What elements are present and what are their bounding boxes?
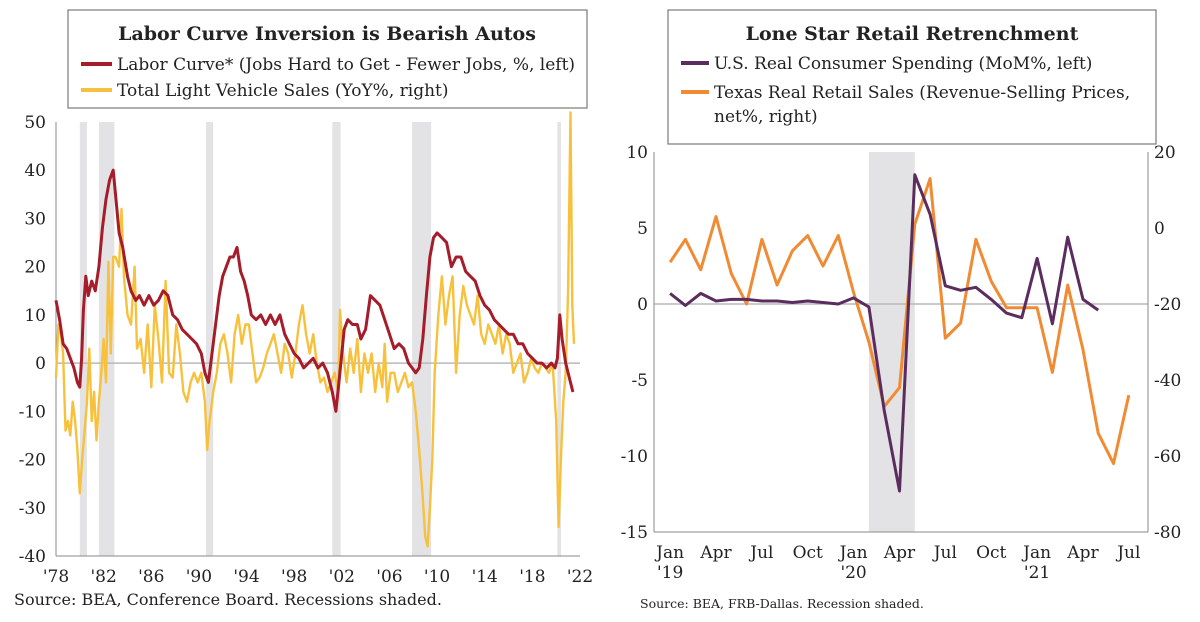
right-chart-title: Lone Star Retail Retrenchment	[746, 23, 1079, 45]
right-right-y-tick-label: -20	[1154, 295, 1181, 315]
right-right-y-tick-labels: 20 0 -20 -40 -60 -80	[1154, 143, 1181, 543]
left-x-tick-label: '02	[329, 567, 355, 587]
right-right-y-tick-label: -80	[1154, 523, 1181, 543]
left-x-tick-label: '10	[424, 567, 450, 587]
left-recession-band-2	[206, 122, 214, 556]
left-chart-title: Labor Curve Inversion is Bearish Autos	[118, 23, 536, 45]
right-x-tick-label: '19	[657, 563, 683, 583]
left-series-vehicle-sales-line	[54, 111, 576, 548]
right-x-tick-label: Jan	[838, 543, 868, 563]
left-recession-band-3	[332, 122, 341, 556]
right-right-y-tick-label: 0	[1154, 219, 1165, 239]
left-x-tick-label: '94	[233, 567, 259, 587]
right-legend-box: Lone Star Retail Retrenchment U.S. Real …	[667, 9, 1157, 145]
left-y-tick-label: -30	[19, 499, 46, 519]
left-source-note: Source: BEA, Conference Board. Recession…	[14, 590, 442, 609]
left-y-tick-label: 40	[24, 161, 46, 181]
left-x-tick-label: '86	[138, 567, 164, 587]
left-x-tick-label: '78	[43, 567, 69, 587]
right-x-tick-label: Oct	[793, 543, 823, 563]
right-x-tick-label: Apr	[699, 543, 732, 563]
left-series-lines	[54, 111, 576, 548]
left-recession-bands	[79, 122, 561, 556]
left-legend-box: Labor Curve Inversion is Bearish Autos L…	[67, 9, 588, 109]
left-y-tick-labels: 50 40 30 20 10 0 -10 -20 -30 -40	[19, 113, 46, 567]
left-x-tick-label: '98	[281, 567, 307, 587]
right-right-y-tick-label: -60	[1154, 447, 1181, 467]
right-left-y-tick-label: 10	[626, 143, 648, 163]
right-left-y-tick-label: 0	[637, 295, 648, 315]
left-y-tick-label: 10	[24, 306, 46, 326]
right-left-y-tick-label: 5	[637, 219, 648, 239]
right-left-y-tick-labels: 10 5 0 -5 -10 -15	[621, 143, 648, 543]
left-x-tick-label: '90	[186, 567, 212, 587]
left-series-labor-curve-line	[54, 168, 575, 413]
right-x-tick-label: Jan	[1021, 543, 1051, 563]
right-legend-label-texas-retail: Texas Real Retail Sales (Revenue-Selling…	[714, 83, 1130, 127]
right-legend-label-consumer-spending: U.S. Real Consumer Spending (MoM%, left)	[714, 54, 1092, 74]
right-x-tick-label: Apr	[1066, 543, 1099, 563]
right-series-consumer-spending-line	[669, 173, 1100, 493]
left-y-tick-label: 30	[24, 209, 46, 229]
left-x-tick-label: '06	[376, 567, 402, 587]
left-x-tick-label: '18	[519, 567, 545, 587]
right-x-tick-label: '20	[840, 563, 866, 583]
left-y-tick-label: 0	[35, 354, 46, 374]
right-x-tick-label: Jul	[748, 543, 773, 563]
left-y-tick-label: -10	[19, 402, 46, 422]
left-y-tick-label: -20	[19, 451, 46, 471]
left-x-tick-label: '82	[90, 567, 116, 587]
right-series-lines	[668, 173, 1131, 493]
left-y-tick-label: 20	[24, 258, 46, 278]
right-x-tick-label: Jul	[1115, 543, 1140, 563]
right-x-tick-label: Jan	[654, 543, 684, 563]
left-legend-label-labor-curve: Labor Curve* (Jobs Hard to Get - Fewer J…	[117, 55, 575, 75]
left-legend-label-vehicle-sales: Total Light Vehicle Sales (YoY%, right)	[117, 81, 449, 101]
right-left-y-tick-label: -5	[631, 371, 648, 391]
right-x-tick-label: Oct	[976, 543, 1006, 563]
right-series-texas-retail-line	[668, 177, 1131, 466]
left-x-tick-label: '14	[472, 567, 498, 587]
right-x-tick-label: Apr	[883, 543, 916, 563]
left-x-tick-labels: '78 '82 '86 '90 '94 '98 '02 '06 '10 '14 '18 '22	[43, 567, 593, 587]
left-y-tick-label: -40	[19, 547, 46, 567]
left-y-tick-label: 50	[24, 113, 46, 133]
right-left-y-tick-label: -15	[621, 523, 648, 543]
right-x-tick-label: '21	[1024, 563, 1050, 583]
left-x-tick-label: '22	[567, 567, 593, 587]
right-x-tick-label: Jul	[932, 543, 957, 563]
right-source-note: Source: BEA, FRB-Dallas. Recession shade…	[640, 596, 924, 611]
right-right-y-tick-label: -40	[1154, 371, 1181, 391]
right-left-y-tick-label: -10	[621, 447, 648, 467]
right-right-y-tick-label: 20	[1154, 143, 1176, 163]
